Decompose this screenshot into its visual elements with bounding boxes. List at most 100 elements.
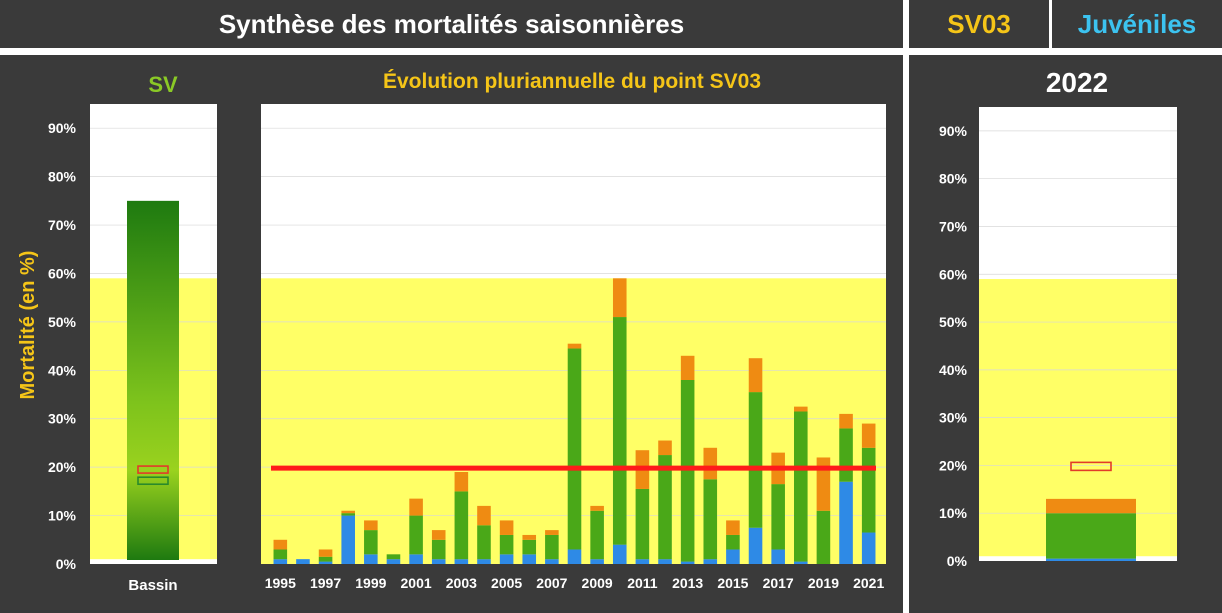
y-tick-label: 40% <box>48 362 77 378</box>
y-tick-label: 90% <box>939 123 968 139</box>
bar-segment <box>861 423 876 448</box>
bar-segment <box>590 559 604 564</box>
bar-segment <box>635 559 650 564</box>
bar-segment <box>386 554 401 560</box>
y-tick-label: 90% <box>48 120 77 136</box>
marker-box <box>137 476 169 486</box>
bar-segment <box>839 428 853 482</box>
x-tick-label: 2009 <box>582 575 613 591</box>
bar-segment <box>522 554 537 564</box>
bar-segment <box>499 554 514 564</box>
bar-segment <box>703 559 718 564</box>
bar-segment <box>499 534 514 555</box>
bar-segment <box>364 554 378 564</box>
page-title: Synthèse des mortalités saisonnières <box>218 8 685 39</box>
bar-segment <box>499 520 514 535</box>
bar-segment <box>590 510 604 560</box>
marker-box <box>137 465 169 474</box>
bar-segment <box>703 447 718 480</box>
bar-segment <box>658 559 672 564</box>
y-tick-label: 70% <box>939 218 968 234</box>
bar-segment <box>341 515 355 564</box>
bar-segment <box>477 505 491 526</box>
bar-segment <box>386 559 401 564</box>
bar-segment <box>612 544 627 564</box>
bar-segment <box>454 559 469 564</box>
bar <box>127 200 179 560</box>
y-tick-label: 70% <box>48 217 77 233</box>
year-chart-title: 2022 <box>1046 67 1108 98</box>
multiyear-chart: Évolution pluriannuelle du point SV03 19… <box>261 70 886 591</box>
y-tick-label: 0% <box>56 556 77 572</box>
y-tick-label: 60% <box>939 266 968 282</box>
bar-segment <box>794 411 808 562</box>
bar-segment <box>839 413 853 429</box>
bar-segment <box>409 498 423 516</box>
bar-segment <box>861 532 876 564</box>
y-tick-label: 60% <box>48 265 77 281</box>
x-tick-label: 2015 <box>717 575 748 591</box>
bar-segment <box>590 505 604 511</box>
x-tick-label: 2013 <box>672 575 703 591</box>
bar-segment <box>567 549 582 564</box>
y-tick-label: 30% <box>939 410 968 426</box>
sv-chart-title: SV <box>148 72 178 97</box>
bar-segment <box>545 534 559 560</box>
x-tick-label: 2005 <box>491 575 522 591</box>
bar-segment <box>726 549 740 564</box>
bar-segment <box>635 488 650 560</box>
bar-segment <box>703 479 718 560</box>
bar-segment <box>680 380 695 562</box>
x-tick-label: 2011 <box>627 575 658 591</box>
x-tick-label: 2021 <box>853 575 884 591</box>
y-tick-label: 50% <box>939 314 968 330</box>
bar-segment <box>567 343 582 349</box>
sv-chart: SV Mortalité (en %) Bassin 0% 10% 20% 30% 40… <box>17 72 217 594</box>
bar-segment <box>794 561 808 564</box>
y-axis-label: Mortalité (en %) <box>17 251 39 400</box>
bar-segment <box>318 556 333 562</box>
bar-segment <box>409 554 423 564</box>
bar-segment <box>612 278 627 318</box>
bar-segment <box>612 317 627 545</box>
bar-segment <box>477 525 491 560</box>
bar-segment <box>273 549 288 560</box>
y-tick-label: 20% <box>48 459 77 475</box>
x-tick-label: 2019 <box>808 575 839 591</box>
bar-segment <box>522 539 537 555</box>
sv-category-label: Bassin <box>128 577 177 594</box>
header-category-bar: Juvéniles <box>1052 0 1222 48</box>
bar-segment <box>567 348 582 550</box>
bar-segment <box>1046 498 1136 514</box>
bar-segment <box>273 559 288 564</box>
bar-segment <box>726 520 740 535</box>
bar-segment <box>364 530 378 555</box>
year-chart: 2022 0% 10% 20% 30% 40% 50% 60% 70% 80% 90% <box>939 67 1177 569</box>
y-tick-label: 0% <box>947 553 968 569</box>
bar-segment <box>861 447 876 533</box>
bar-segment <box>522 534 537 540</box>
x-tick-label: 2007 <box>536 575 567 591</box>
bar-segment <box>658 455 672 560</box>
bar-segment <box>748 527 763 564</box>
y-tick-label: 10% <box>939 505 968 521</box>
bar-segment <box>680 561 695 564</box>
bar-segment <box>545 530 559 535</box>
y-tick-label: 30% <box>48 411 77 427</box>
bar-segment <box>839 481 853 564</box>
y-tick-label: 40% <box>939 362 968 378</box>
bar-segment <box>1046 558 1136 561</box>
bar-segment <box>454 472 469 492</box>
bar-segment <box>748 358 763 393</box>
bar-segment <box>364 520 378 531</box>
x-tick-label: 1997 <box>310 575 341 591</box>
bar-segment <box>794 406 808 412</box>
bar-segment <box>431 559 446 564</box>
bar-segment <box>545 559 559 564</box>
bar-segment <box>771 484 785 550</box>
bar-segment <box>273 539 288 550</box>
bar-segment <box>771 549 785 564</box>
y-tick-label: 50% <box>48 314 77 330</box>
category-label: Juvéniles <box>1077 8 1197 39</box>
